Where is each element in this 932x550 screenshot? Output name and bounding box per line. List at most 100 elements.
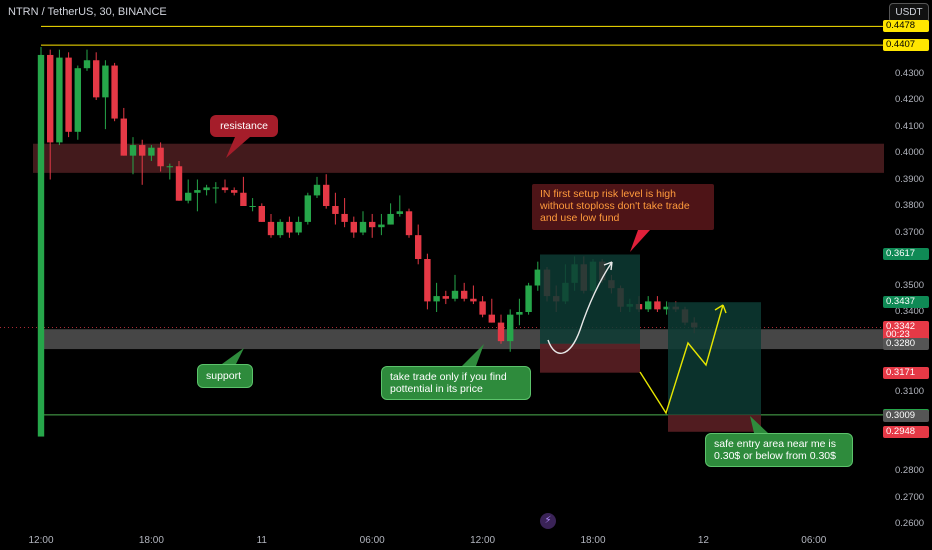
price-tick: 0.4200 [895, 94, 925, 105]
symbol-title[interactable]: NTRN / TetherUS, 30, BINANCE [8, 6, 167, 18]
candle [212, 182, 219, 204]
candle [313, 176, 321, 199]
candle [47, 49, 54, 180]
projection-curve [547, 261, 613, 354]
candle-body [332, 206, 339, 214]
candle-body [231, 190, 238, 193]
candle-body [47, 54, 54, 143]
candle-body [470, 298, 477, 302]
candle-body [93, 60, 100, 98]
candle-body [65, 57, 72, 132]
safe-entry-note[interactable]: safe entry area near me is 0.30$ or belo… [705, 433, 853, 467]
candle-body [405, 211, 413, 236]
candle [433, 282, 440, 312]
candle [479, 296, 486, 318]
candle [461, 282, 468, 302]
candle-body [442, 296, 449, 299]
candle-body [203, 187, 210, 191]
candle-body [277, 221, 284, 236]
price-tick: 0.2800 [895, 465, 925, 476]
candle-body [507, 314, 514, 342]
candle-body [654, 301, 661, 310]
resistance-zone [33, 143, 884, 173]
safe-entry-pointer [750, 416, 768, 433]
candle-body [433, 296, 440, 302]
price-tick: 0.3100 [895, 385, 925, 397]
candle [93, 52, 100, 100]
candle [194, 179, 201, 212]
candle [139, 139, 146, 185]
candle-body [396, 211, 403, 214]
candle-body [378, 224, 385, 228]
price-label: 0.4407 [883, 39, 929, 52]
candle [240, 176, 247, 206]
candle [341, 198, 348, 228]
projection-arrowhead [603, 261, 613, 271]
resistance-label[interactable]: resistance [210, 115, 278, 137]
yellow-projection-path [639, 304, 724, 415]
candle-body [37, 54, 45, 437]
candle [83, 49, 91, 71]
candle [405, 208, 413, 238]
price-label: 0.3617 [883, 248, 929, 261]
time-tick: 18:00 [580, 535, 606, 546]
candle-body [267, 221, 275, 236]
candle-body [221, 187, 229, 191]
candle-body [240, 192, 247, 206]
candle [497, 314, 505, 344]
candle-body [194, 190, 201, 193]
candle-body [166, 166, 173, 168]
candle [488, 298, 495, 323]
tradingview-logo-icon: ⚡ [540, 513, 556, 529]
candle [654, 296, 661, 312]
candle-body [56, 57, 63, 143]
candle-body [387, 213, 394, 225]
candle [442, 290, 449, 305]
candle [56, 49, 63, 146]
candle-body [212, 187, 219, 189]
candle-body [304, 195, 311, 222]
candle-body [488, 314, 495, 323]
candle [111, 62, 118, 122]
take-trade-note[interactable]: take trade only if you find pottential i… [381, 366, 531, 400]
candle [424, 253, 431, 310]
candle-body [415, 235, 422, 259]
candle-body [129, 145, 137, 156]
candle [102, 60, 109, 130]
candle [295, 216, 302, 236]
candle [516, 298, 523, 326]
candle-body [323, 184, 330, 206]
candle [277, 219, 284, 238]
candle [74, 65, 81, 140]
candle-body [249, 206, 256, 207]
candle [203, 184, 210, 196]
setup2-target-box [668, 302, 761, 415]
candle [166, 163, 173, 180]
candle-body [74, 68, 81, 132]
candle-body [479, 301, 486, 315]
price-label: 0.4478 [883, 20, 929, 33]
support-pointer [222, 348, 244, 364]
candle-body [148, 147, 155, 156]
price-tick: 0.3800 [895, 200, 925, 211]
take-trade-pointer [462, 344, 484, 366]
candle-body [139, 145, 146, 156]
candle [267, 213, 275, 238]
candle [645, 296, 652, 312]
candle-body [341, 213, 348, 222]
support-label[interactable]: support [197, 364, 253, 388]
candle [129, 137, 137, 175]
candle [507, 309, 514, 352]
price-tick: 0.4000 [895, 147, 925, 158]
candle [359, 211, 367, 236]
candle [221, 179, 229, 193]
candle-body [286, 221, 293, 233]
candle-body [424, 259, 431, 302]
candle-body [185, 192, 192, 201]
price-label: 0.3437 [883, 296, 929, 309]
candle [451, 274, 459, 302]
price-tick: 0.3700 [895, 226, 925, 238]
candle [304, 192, 311, 225]
setup-warning-note[interactable]: IN first setup risk level is high withou… [532, 184, 714, 230]
